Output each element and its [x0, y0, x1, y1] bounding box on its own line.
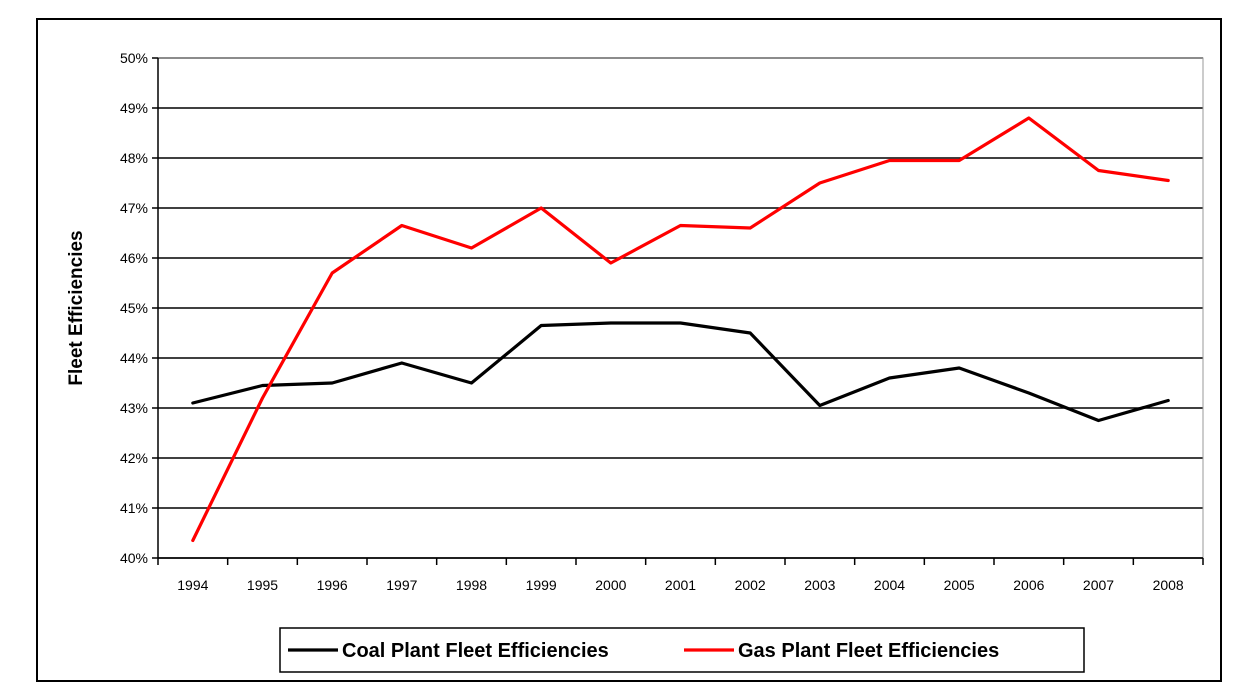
data-point — [1027, 391, 1031, 395]
data-point — [400, 224, 404, 227]
x-tick-label: 1999 — [526, 577, 557, 593]
chart-frame — [36, 18, 1222, 682]
y-tick-label: 42% — [120, 450, 148, 466]
x-tick-label: 2000 — [595, 577, 626, 593]
x-tick-label: 2005 — [944, 577, 975, 593]
x-tick-label: 2002 — [735, 577, 766, 593]
axes: 40% 41% 42% 43% 44% 45% 46% 47% 48% 49% 50% 1994 199… — [120, 50, 1204, 593]
data-point — [1097, 419, 1100, 422]
x-tick-label: 2006 — [1013, 577, 1044, 593]
data-point — [609, 261, 613, 265]
y-axis-label: Fleet Efficiencies — [66, 230, 87, 385]
data-point — [609, 321, 613, 325]
y-tick-label: 50% — [120, 50, 148, 66]
legend-label: Gas Plant Fleet Efficiencies — [738, 640, 999, 662]
x-tick-label: 2003 — [804, 577, 835, 593]
data-point — [400, 361, 404, 365]
x-tick-label: 1995 — [247, 577, 278, 593]
data-point — [539, 206, 543, 210]
data-point — [679, 224, 682, 227]
y-tick-label: 48% — [120, 150, 148, 166]
y-tick-label: 49% — [120, 100, 148, 116]
data-point — [957, 366, 961, 370]
data-point — [470, 381, 473, 385]
data-point — [1166, 179, 1170, 182]
y-tick-label: 46% — [120, 250, 148, 266]
data-point — [748, 226, 752, 230]
data-point — [470, 246, 473, 250]
data-point — [888, 376, 891, 380]
x-tick-label: 2007 — [1083, 577, 1114, 593]
data-point — [748, 331, 752, 335]
x-tick-label: 2004 — [874, 577, 905, 593]
x-tick-label: 1998 — [456, 577, 487, 593]
legend-box — [279, 627, 1085, 673]
data-point — [261, 396, 264, 400]
legend-label: Coal Plant Fleet Efficiencies — [342, 640, 609, 662]
y-tick-label: 45% — [120, 300, 148, 316]
y-tick-label: 41% — [120, 500, 148, 516]
data-point — [330, 271, 334, 275]
y-tick-label: 43% — [120, 400, 148, 416]
data-point — [818, 404, 822, 407]
data-point — [539, 324, 543, 327]
x-tick-label: 2008 — [1153, 577, 1184, 593]
x-tick-label: 1994 — [177, 577, 208, 593]
x-tick-label: 2001 — [665, 577, 696, 593]
x-tick-label: 1997 — [386, 577, 417, 593]
data-point — [191, 539, 195, 542]
data-point — [1097, 169, 1100, 172]
y-tick-label: 47% — [120, 200, 148, 216]
data-point — [818, 181, 822, 185]
legend: Coal Plant Fleet Efficiencies Gas Plant F… — [279, 627, 1085, 673]
y-tick-label: 40% — [120, 550, 148, 566]
data-point — [957, 159, 961, 162]
series-line-coal — [191, 321, 1170, 423]
data-point — [1166, 399, 1170, 402]
x-tick-label: 1996 — [317, 577, 348, 593]
data-point — [330, 381, 334, 385]
data-point — [1027, 116, 1031, 120]
series-lines — [191, 116, 1170, 543]
data-point — [888, 159, 891, 162]
data-point — [261, 384, 264, 387]
series-line-gas — [191, 116, 1170, 543]
data-point — [679, 321, 682, 325]
data-point — [191, 401, 195, 405]
y-tick-label: 44% — [120, 350, 148, 366]
